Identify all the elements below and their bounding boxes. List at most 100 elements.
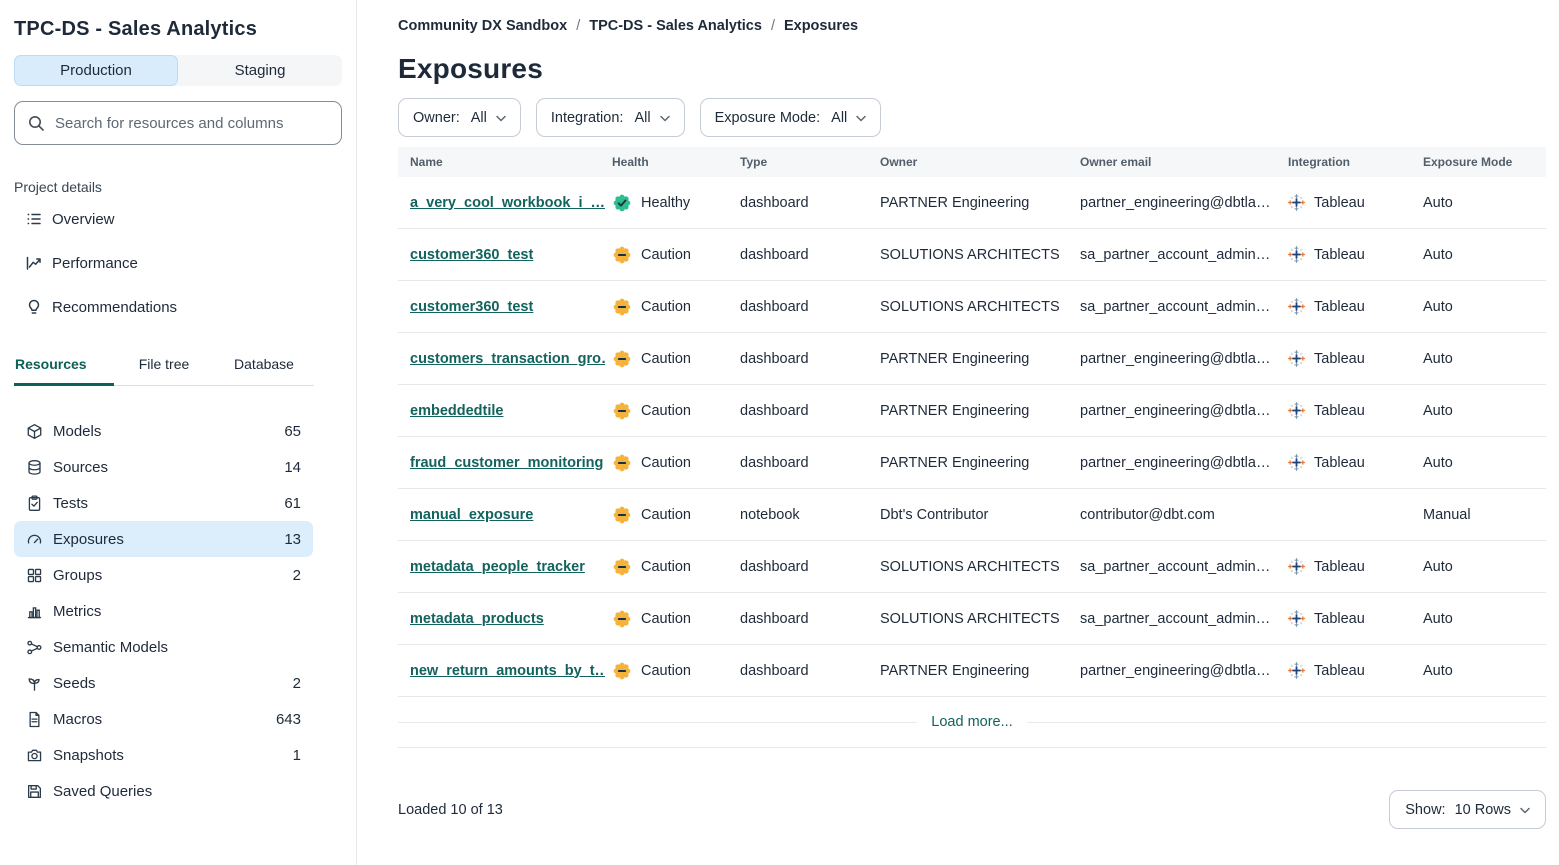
- integration-label: Tableau: [1314, 298, 1365, 315]
- integration-label: Tableau: [1314, 194, 1365, 211]
- column-header-owner-email: Owner email: [1080, 155, 1152, 169]
- table-row[interactable]: fraud_customer_monitoring Caution dashboar…: [398, 437, 1546, 489]
- save-icon: [26, 783, 43, 800]
- table-row[interactable]: customer360_test Caution dashboard SOLUTION…: [398, 281, 1546, 333]
- caution-badge-icon: [612, 453, 632, 473]
- resource-list: Models 65 Sources 14 Tests 61 Exposures …: [14, 413, 313, 809]
- search-input[interactable]: [55, 114, 328, 132]
- health-status-label: Caution: [641, 298, 691, 315]
- table-row[interactable]: a_very_cool_workbook_i_… Healthy dashboard…: [398, 177, 1546, 229]
- type-cell: dashboard: [740, 194, 809, 211]
- grid-icon: [26, 567, 43, 584]
- tab-database[interactable]: Database: [234, 356, 294, 372]
- env-tab-production[interactable]: Production: [14, 55, 178, 86]
- table-row[interactable]: embeddedtile Caution dashboard PARTNER Engi…: [398, 385, 1546, 437]
- owner-email-cell: sa_partner_account_admin…: [1080, 246, 1271, 263]
- owner-cell: PARTNER Engineering: [880, 194, 1030, 211]
- sidebar-item-semantic-models[interactable]: Semantic Models: [14, 629, 313, 665]
- filter-value: All: [634, 109, 651, 126]
- sidebar-item-metrics[interactable]: Metrics: [14, 593, 313, 629]
- exposure-name-link[interactable]: customer360_test: [410, 246, 534, 263]
- table-row[interactable]: customers_transaction_gro… Caution dashboa…: [398, 333, 1546, 385]
- resource-count: 61: [284, 494, 301, 512]
- chevron-down-icon: [659, 115, 670, 122]
- integration-cell: Tableau: [1281, 350, 1416, 367]
- env-tab-staging[interactable]: Staging: [234, 62, 286, 79]
- sidebar-item-overview[interactable]: Overview: [14, 197, 342, 241]
- resource-label: Semantic Models: [53, 638, 169, 656]
- health-status-label: Caution: [641, 662, 691, 679]
- tab-file-tree[interactable]: File tree: [138, 356, 190, 372]
- exposure-name-link[interactable]: new_return_amounts_by_t…: [410, 662, 605, 679]
- column-header-integration: Integration: [1288, 155, 1350, 169]
- exposure-name-link[interactable]: customer360_test: [410, 298, 534, 315]
- exposure-name-link[interactable]: metadata_people_tracker: [410, 558, 585, 575]
- sidebar-item-exposures[interactable]: Exposures 13: [14, 521, 313, 557]
- main-content: Community DX Sandbox / TPC-DS - Sales An…: [357, 0, 1559, 865]
- exposure-name-link[interactable]: manual_exposure: [410, 506, 534, 523]
- sidebar-item-performance[interactable]: Performance: [14, 241, 342, 285]
- health-status-label: Caution: [641, 506, 691, 523]
- sidebar-item-macros[interactable]: Macros 643: [14, 701, 313, 737]
- resource-count: 643: [275, 710, 301, 728]
- owner-filter[interactable]: Owner: All: [398, 98, 521, 137]
- cube-icon: [26, 423, 43, 440]
- owner-cell: PARTNER Engineering: [880, 402, 1030, 419]
- caution-badge-icon: [612, 505, 632, 525]
- sidebar-item-tests[interactable]: Tests 61: [14, 485, 313, 521]
- table-row[interactable]: metadata_products Caution dashboard SOLUTIO…: [398, 593, 1546, 645]
- exposure-mode-cell: Auto: [1423, 194, 1453, 211]
- type-cell: dashboard: [740, 298, 809, 315]
- resource-label: Seeds: [53, 674, 96, 692]
- breadcrumb-project[interactable]: TPC-DS - Sales Analytics: [589, 18, 762, 34]
- table-row[interactable]: manual_exposure Caution notebook Dbt's Cont…: [398, 489, 1546, 541]
- integration-cell: Tableau: [1281, 194, 1416, 211]
- show-value: 10 Rows: [1454, 801, 1511, 818]
- integration-cell: Tableau: [1281, 610, 1416, 627]
- table-row[interactable]: customer360_test Caution dashboard SOLUTION…: [398, 229, 1546, 281]
- page-title: Exposures: [398, 53, 543, 84]
- sidebar-item-label: Recommendations: [52, 298, 178, 316]
- sidebar-item-groups[interactable]: Groups 2: [14, 557, 313, 593]
- type-cell: dashboard: [740, 558, 809, 575]
- integration-filter[interactable]: Integration: All: [535, 98, 685, 137]
- list-icon: [25, 210, 43, 228]
- sidebar-item-recommendations[interactable]: Recommendations: [14, 285, 342, 329]
- breadcrumb-current: Exposures: [783, 18, 859, 34]
- type-cell: dashboard: [740, 350, 809, 367]
- integration-cell: Tableau: [1281, 298, 1416, 315]
- tab-resources[interactable]: Resources: [14, 347, 114, 386]
- integration-cell: Tableau: [1281, 454, 1416, 471]
- exposure-name-link[interactable]: fraud_customer_monitoring: [410, 454, 604, 471]
- tableau-icon: [1288, 610, 1305, 627]
- breadcrumb-account[interactable]: Community DX Sandbox: [398, 18, 568, 34]
- table-row[interactable]: new_return_amounts_by_t… Caution dashboard…: [398, 645, 1546, 697]
- sidebar-item-sources[interactable]: Sources 14: [14, 449, 313, 485]
- resource-label: Sources: [53, 458, 109, 476]
- exposure-name-link[interactable]: embeddedtile: [410, 402, 504, 419]
- exposure-name-link[interactable]: a_very_cool_workbook_i_…: [410, 194, 605, 211]
- sidebar-item-saved-queries[interactable]: Saved Queries: [14, 773, 313, 809]
- filter-label: Integration:: [550, 109, 624, 126]
- search-box[interactable]: [14, 101, 342, 145]
- sidebar-item-snapshots[interactable]: Snapshots 1: [14, 737, 313, 773]
- exposure-mode-cell: Auto: [1423, 246, 1453, 263]
- exposure-mode-filter[interactable]: Exposure Mode: All: [699, 98, 882, 137]
- table-row[interactable]: metadata_people_tracker Caution dashboard S…: [398, 541, 1546, 593]
- caution-badge-icon: [612, 297, 632, 317]
- exposure-name-link[interactable]: metadata_products: [410, 610, 544, 627]
- load-more-link[interactable]: Load more...: [931, 714, 1013, 730]
- tableau-icon: [1288, 194, 1305, 211]
- breadcrumb: Community DX Sandbox / TPC-DS - Sales An…: [398, 18, 1546, 34]
- sidebar-item-seeds[interactable]: Seeds 2: [14, 665, 313, 701]
- show-rows-dropdown[interactable]: Show: 10 Rows: [1389, 790, 1546, 829]
- resource-label: Models: [53, 422, 102, 440]
- exposure-name-link[interactable]: customers_transaction_gro…: [410, 350, 605, 367]
- environment-toggle: Production Staging: [14, 55, 342, 86]
- sidebar-item-models[interactable]: Models 65: [14, 413, 313, 449]
- integration-cell: Tableau: [1281, 558, 1416, 575]
- integration-cell: Tableau: [1281, 246, 1416, 263]
- health-status-label: Caution: [641, 454, 691, 471]
- caution-badge-icon: [612, 661, 632, 681]
- resource-count: 65: [284, 422, 301, 440]
